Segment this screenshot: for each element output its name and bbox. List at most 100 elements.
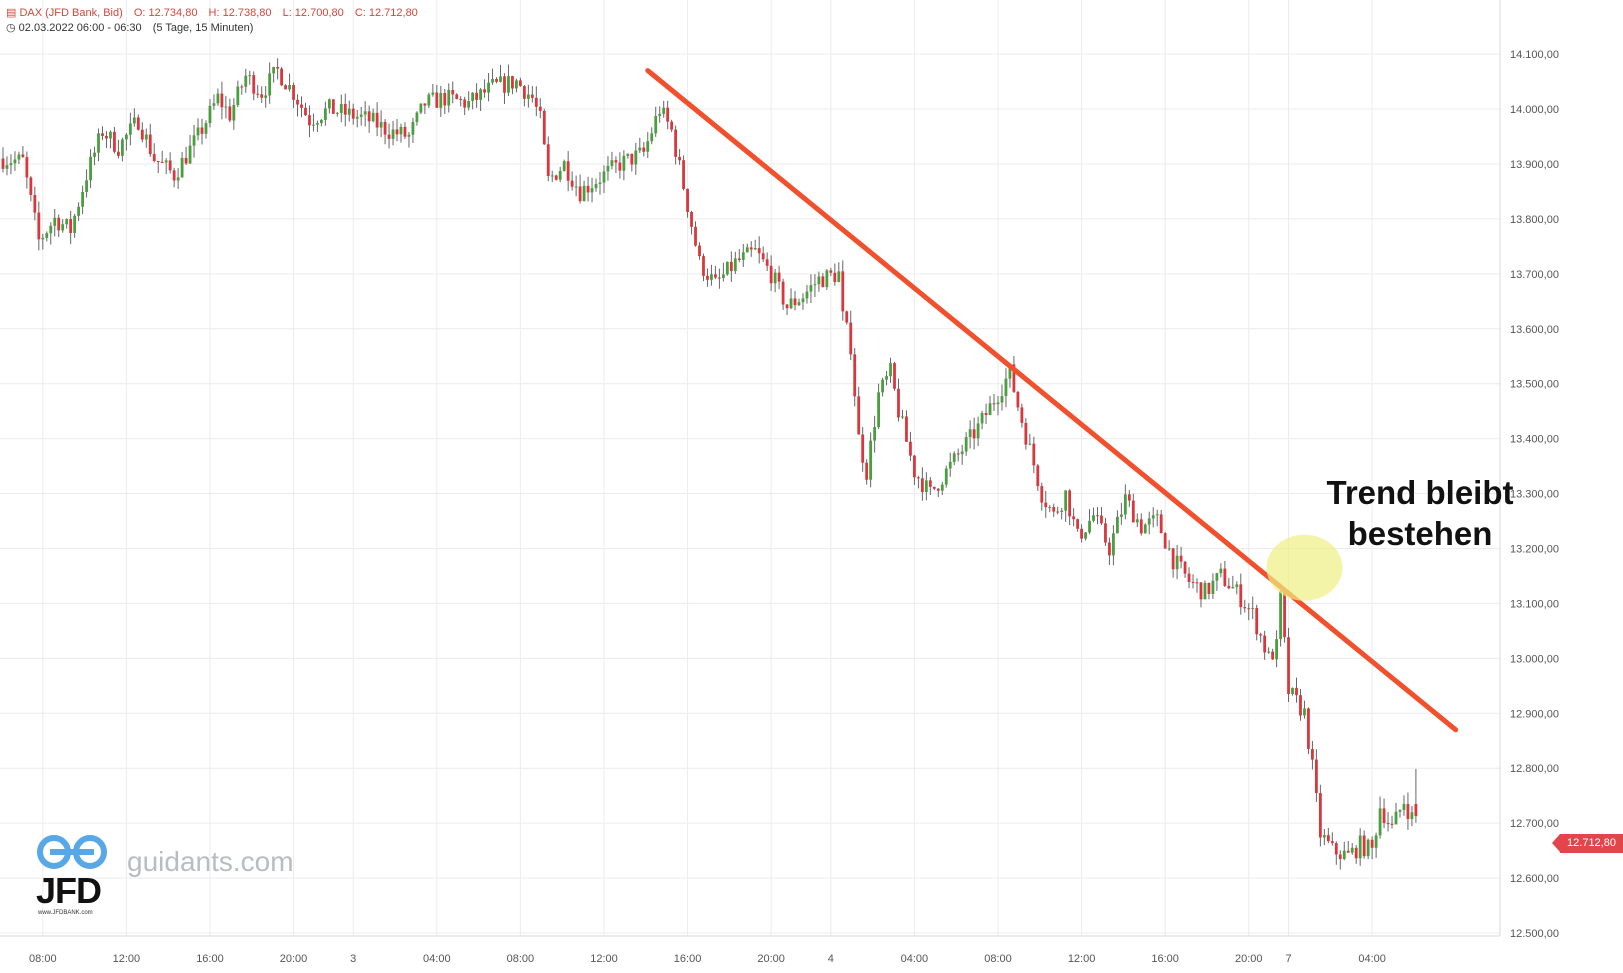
candle xyxy=(495,79,498,82)
candle xyxy=(1167,548,1171,550)
candle xyxy=(1127,494,1131,501)
candle xyxy=(69,219,73,233)
candle xyxy=(1187,573,1191,582)
candle xyxy=(546,144,550,176)
y-tick-label: 12.900,00 xyxy=(1510,708,1559,720)
candle xyxy=(913,455,916,478)
candle xyxy=(1032,443,1036,466)
candle xyxy=(1342,850,1346,859)
candle xyxy=(654,116,658,134)
candle xyxy=(1147,518,1151,525)
candle xyxy=(248,75,252,77)
candle xyxy=(61,224,65,231)
candle xyxy=(944,468,948,485)
candle xyxy=(1398,809,1402,812)
candle xyxy=(1,158,5,169)
candle xyxy=(25,157,29,178)
candle xyxy=(17,154,21,160)
candle xyxy=(1135,519,1139,523)
candle xyxy=(678,156,681,161)
candle xyxy=(992,403,996,405)
candle xyxy=(630,153,634,165)
x-tick-label: 08:00 xyxy=(29,953,57,965)
candle xyxy=(1326,835,1330,842)
candle xyxy=(522,86,526,99)
candle xyxy=(1044,502,1048,508)
candle xyxy=(140,129,144,140)
candle xyxy=(1084,532,1087,539)
x-tick-label: 7 xyxy=(1285,953,1291,965)
candle xyxy=(582,185,586,202)
candle xyxy=(968,429,972,438)
x-tick-label: 12:00 xyxy=(113,953,141,965)
candle xyxy=(1382,808,1386,824)
candle xyxy=(622,155,626,171)
candle xyxy=(1370,839,1374,848)
candle xyxy=(833,272,837,283)
candle xyxy=(459,98,463,100)
candle xyxy=(1112,533,1115,556)
candle xyxy=(73,215,77,233)
candle xyxy=(1219,568,1223,574)
candle xyxy=(972,429,976,439)
candle xyxy=(1315,759,1318,794)
candle xyxy=(41,237,45,240)
candle xyxy=(769,265,773,284)
candle xyxy=(1096,515,1099,517)
candle xyxy=(1076,519,1079,529)
candle xyxy=(164,160,168,163)
candle xyxy=(869,440,873,480)
candle xyxy=(618,162,622,171)
candle xyxy=(312,124,315,126)
candle xyxy=(268,73,272,96)
candle xyxy=(1060,510,1064,512)
candle xyxy=(77,206,81,216)
candle xyxy=(339,103,343,113)
time-range: 02.03.2022 06:00 - 06:30 xyxy=(18,22,142,34)
candle xyxy=(614,160,618,163)
candle xyxy=(1104,523,1107,543)
y-tick-label: 13.800,00 xyxy=(1510,214,1559,226)
candle xyxy=(335,112,339,114)
candle xyxy=(439,92,443,108)
candle xyxy=(5,165,9,169)
candle xyxy=(192,135,196,146)
candle xyxy=(85,180,88,193)
candle xyxy=(113,131,116,152)
candle xyxy=(920,478,924,493)
candle xyxy=(371,112,375,122)
candle xyxy=(1251,608,1255,610)
candle xyxy=(1131,500,1135,523)
candle xyxy=(932,486,936,489)
candle xyxy=(1016,391,1020,408)
candle xyxy=(57,217,61,231)
candle xyxy=(1227,585,1231,589)
candle xyxy=(761,253,765,260)
last-price-arrow xyxy=(1552,834,1560,852)
candle xyxy=(861,434,865,463)
ohlc-high: H: 12.738,80 xyxy=(208,7,272,19)
candle xyxy=(503,76,506,93)
candle xyxy=(347,108,351,115)
time-header: ◷ 02.03.2022 06:00 - 06:30 (5 Tage, 15 M… xyxy=(6,21,253,34)
candle xyxy=(316,123,319,125)
candle xyxy=(1378,808,1382,836)
candle xyxy=(889,363,892,377)
candle xyxy=(897,388,900,418)
candle xyxy=(984,412,988,416)
candle xyxy=(1215,573,1219,581)
x-tick-label: 04:00 xyxy=(901,953,929,965)
candle xyxy=(1303,708,1306,716)
candle xyxy=(1008,364,1012,379)
candle xyxy=(29,177,33,195)
candle xyxy=(208,105,212,124)
y-tick-label: 12.600,00 xyxy=(1510,873,1559,885)
x-tick-label: 20:00 xyxy=(757,953,785,965)
candle xyxy=(530,94,534,98)
candle xyxy=(1199,582,1203,600)
candle xyxy=(427,94,431,106)
candle xyxy=(451,89,455,95)
candle xyxy=(917,477,920,479)
candle xyxy=(924,480,928,493)
